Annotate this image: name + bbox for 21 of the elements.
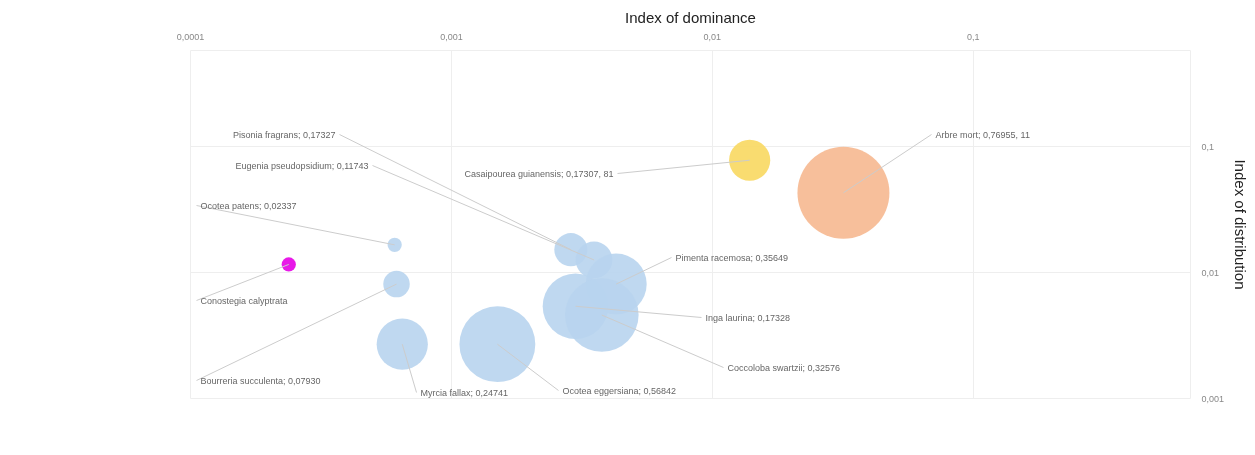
annotation: Pimenta racemosa; 0,35649 <box>675 252 789 263</box>
annotation: Casaipourea guianensis; 0,17307, 81 <box>464 168 614 179</box>
x-tick-label: 0,0001 <box>176 31 205 42</box>
y-axis-title: Index of distribution <box>1232 159 1250 290</box>
x-tick-label: 0,1 <box>967 31 980 42</box>
x-tick-label: 0,01 <box>703 31 722 42</box>
y-tick-label: 0,001 <box>1201 393 1225 404</box>
x-axis-title: Index of dominance <box>625 8 756 26</box>
annotation: Myrcia fallax; 0,24741 <box>420 387 509 398</box>
y-tick-label: 0,1 <box>1201 141 1215 152</box>
x-tick-label: 0,001 <box>440 31 463 42</box>
annotation: Pisonia fragrans; 0,17327 <box>232 129 336 140</box>
annotation: Conostegia calyptrata <box>200 295 288 306</box>
annotation: Inga laurina; 0,17328 <box>705 312 791 323</box>
annotation: Coccoloba swartzii; 0,32576 <box>727 362 841 373</box>
annotation: Eugenia pseudopsidium; 0,11743 <box>235 160 369 171</box>
annotation: Arbre mort; 0,76955, 11 <box>935 129 1030 140</box>
y-tick-label: 0,01 <box>1201 267 1220 278</box>
annotation: Bourreria succulenta; 0,07930 <box>200 375 321 386</box>
annotation: Ocotea eggersiana; 0,56842 <box>562 385 677 396</box>
annotation: Ocotea patens; 0,02337 <box>200 200 297 211</box>
